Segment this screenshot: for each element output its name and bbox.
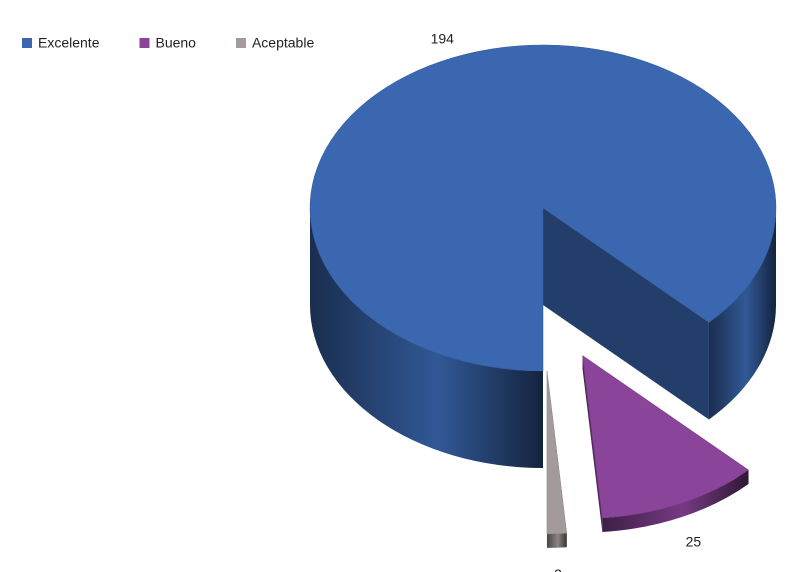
slice-wall bbox=[582, 355, 603, 532]
slice-side bbox=[708, 208, 776, 420]
legend-swatch bbox=[22, 38, 32, 48]
pie-slice bbox=[546, 370, 567, 548]
slice-side bbox=[602, 470, 749, 532]
data-label: 25 bbox=[686, 534, 702, 550]
slice-top bbox=[309, 44, 777, 372]
slice-side bbox=[546, 533, 567, 548]
legend-label: Bueno bbox=[155, 35, 196, 51]
slice-top bbox=[582, 355, 749, 519]
data-label: 3 bbox=[554, 566, 562, 572]
legend-swatch bbox=[235, 38, 246, 48]
slice-side bbox=[310, 208, 543, 468]
legend-label: Aceptable bbox=[252, 35, 314, 51]
data-label: 194 bbox=[431, 30, 455, 46]
legend-label: Excelente bbox=[38, 35, 100, 51]
legend-swatch bbox=[139, 38, 150, 48]
slice-wall bbox=[543, 208, 709, 420]
slice-top bbox=[546, 370, 567, 535]
pie-slice bbox=[582, 355, 749, 532]
pie-slice bbox=[309, 44, 777, 468]
